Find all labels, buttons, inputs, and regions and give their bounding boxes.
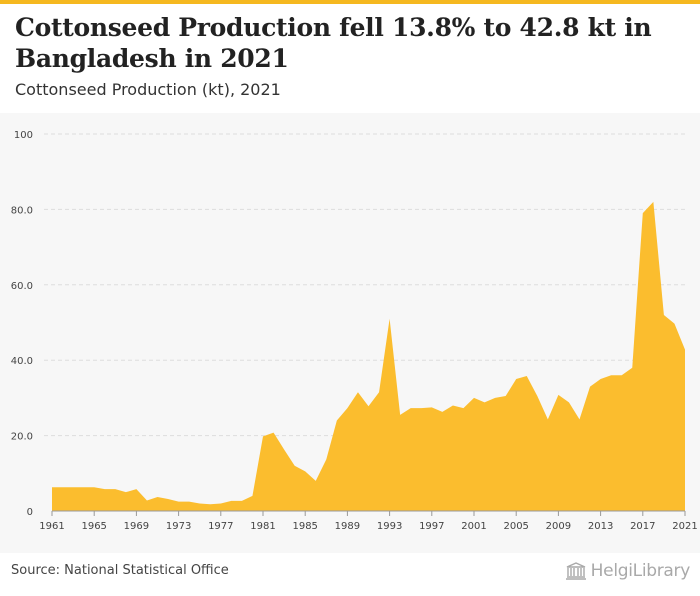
x-tick-label: 1981 xyxy=(250,521,275,532)
y-tick-label: 0 xyxy=(27,507,33,518)
x-tick-label: 2021 xyxy=(672,521,697,532)
x-tick-label: 1977 xyxy=(208,521,233,532)
logo-text: HelgiLibrary xyxy=(590,561,691,581)
chart-subtitle: Cottonseed Production (kt), 2021 xyxy=(15,80,281,99)
y-tick-label: 40.0 xyxy=(11,356,33,367)
x-tick-label: 1965 xyxy=(81,521,106,532)
y-tick-label: 60.0 xyxy=(11,281,33,292)
y-axis-ticks: 0 20.0 40.0 60.0 80.0 100 xyxy=(11,130,33,518)
y-tick-label: 20.0 xyxy=(11,432,33,443)
page-title: Cottonseed Production fell 13.8% to 42.8… xyxy=(15,13,652,73)
source-note: Source: National Statistical Office xyxy=(11,563,229,578)
y-tick-label: 80.0 xyxy=(11,205,33,216)
x-tick-label: 2001 xyxy=(461,521,486,532)
x-tick-label: 1989 xyxy=(335,521,360,532)
x-tick-label: 2009 xyxy=(546,521,571,532)
x-axis-ticks: 1961 1965 1969 1973 1977 1981 1985 1989 1993 1997… xyxy=(39,511,698,532)
x-tick-label: 1985 xyxy=(292,521,317,532)
x-tick-label: 2005 xyxy=(503,521,528,532)
x-tick-label: 2013 xyxy=(588,521,613,532)
accent-bar xyxy=(0,0,700,4)
y-tick-label: 100 xyxy=(14,130,33,141)
library-building-icon xyxy=(565,562,586,580)
helgi-library-logo[interactable]: HelgiLibrary xyxy=(565,561,690,581)
x-tick-label: 1973 xyxy=(166,521,191,532)
x-tick-label: 1961 xyxy=(39,521,64,532)
x-tick-label: 1969 xyxy=(124,521,149,532)
area-series xyxy=(52,201,685,512)
x-tick-label: 2017 xyxy=(630,521,655,532)
x-tick-label: 1997 xyxy=(419,521,444,532)
x-tick-label: 1993 xyxy=(377,521,402,532)
